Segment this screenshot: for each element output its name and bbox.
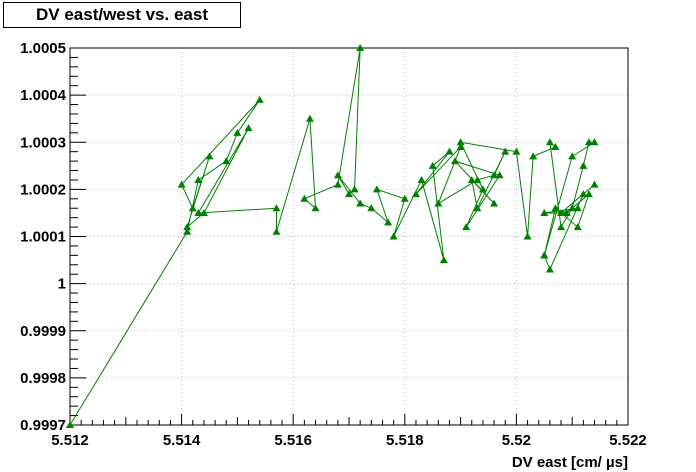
data-point — [439, 256, 448, 264]
y-tick-label: 0.9997 — [20, 417, 66, 434]
data-point — [557, 223, 566, 231]
data-point — [529, 152, 538, 160]
data-point — [540, 208, 549, 216]
data-point — [512, 147, 521, 155]
data-point — [372, 185, 381, 193]
data-point — [545, 265, 554, 273]
axis-ticks: 5.512 5.514 5.516 5.518 5.52 5.522 0.9997 0.999… — [20, 40, 647, 449]
y-tick-label: 1 — [58, 276, 66, 293]
data-point — [478, 185, 487, 193]
data-point — [573, 204, 582, 212]
plot-frame — [69, 47, 629, 426]
data-point — [255, 95, 264, 103]
data-point — [428, 161, 437, 169]
y-tick-label: 1.0002 — [20, 181, 66, 198]
data-point — [573, 223, 582, 231]
y-tick-label: 1.0005 — [20, 40, 66, 57]
data-point — [562, 208, 571, 216]
data-point — [490, 199, 499, 207]
data-point — [590, 180, 599, 188]
data-point — [188, 204, 197, 212]
data-point — [350, 185, 359, 193]
data-point — [194, 208, 203, 216]
data-point — [272, 204, 281, 212]
data-point — [345, 190, 353, 198]
data-point — [244, 124, 253, 132]
x-tick-label: 5.52 — [502, 432, 531, 449]
chart-title: DV east/west vs. east — [3, 2, 241, 28]
data-point — [183, 227, 192, 235]
data-point — [451, 157, 460, 165]
data-point — [545, 138, 554, 146]
data-point — [590, 138, 599, 146]
data-point — [584, 138, 593, 146]
data-point — [333, 171, 342, 179]
data-point — [473, 204, 482, 212]
data-point — [311, 204, 320, 212]
x-axis-label: DV east [cm/ µs] — [512, 454, 628, 471]
x-tick-label: 5.522 — [609, 432, 647, 449]
series-line — [69, 47, 597, 426]
data-point — [233, 128, 242, 136]
data-point — [183, 223, 192, 231]
data-point — [495, 171, 504, 179]
y-tick-label: 0.9998 — [20, 370, 66, 387]
data-point — [568, 152, 577, 160]
data-point — [389, 232, 398, 240]
data-point — [356, 199, 365, 207]
data-point — [584, 190, 593, 198]
data-point — [417, 175, 426, 183]
grid-lines — [69, 47, 629, 426]
data-point — [568, 204, 577, 212]
data-point — [205, 152, 214, 160]
data-point — [551, 142, 560, 150]
data-point — [501, 147, 510, 155]
data-point — [473, 175, 482, 183]
y-tick-label: 1.0004 — [20, 87, 67, 104]
y-tick-label: 0.9999 — [20, 323, 66, 340]
data-point — [356, 44, 365, 51]
data-point — [540, 251, 549, 259]
data-point — [400, 194, 409, 202]
data-point — [199, 208, 208, 216]
data-point — [177, 180, 186, 188]
x-tick-label: 5.512 — [51, 432, 89, 449]
data-point — [305, 114, 314, 122]
data-point — [551, 204, 560, 212]
data-point — [462, 223, 471, 231]
data-point — [434, 199, 443, 207]
data-point — [456, 142, 465, 150]
data-point — [490, 171, 499, 179]
data-point — [194, 175, 203, 183]
data-point — [333, 180, 342, 188]
data-point — [579, 161, 588, 169]
data-point — [384, 218, 393, 226]
x-tick-label: 5.518 — [386, 432, 424, 449]
data-point — [300, 194, 309, 202]
data-point — [445, 147, 454, 155]
y-tick-label: 1.0001 — [20, 229, 66, 246]
data-point — [579, 190, 588, 198]
data-point — [222, 157, 231, 165]
data-series — [66, 44, 599, 428]
data-point — [272, 227, 281, 235]
data-point — [467, 175, 476, 183]
x-tick-label: 5.516 — [274, 432, 312, 449]
data-point — [456, 138, 465, 146]
data-point — [523, 232, 532, 240]
data-point — [367, 204, 376, 212]
data-point — [411, 190, 420, 198]
data-point — [557, 208, 566, 216]
data-point — [66, 421, 74, 428]
x-tick-label: 5.514 — [163, 432, 201, 449]
y-tick-label: 1.0003 — [20, 134, 66, 151]
